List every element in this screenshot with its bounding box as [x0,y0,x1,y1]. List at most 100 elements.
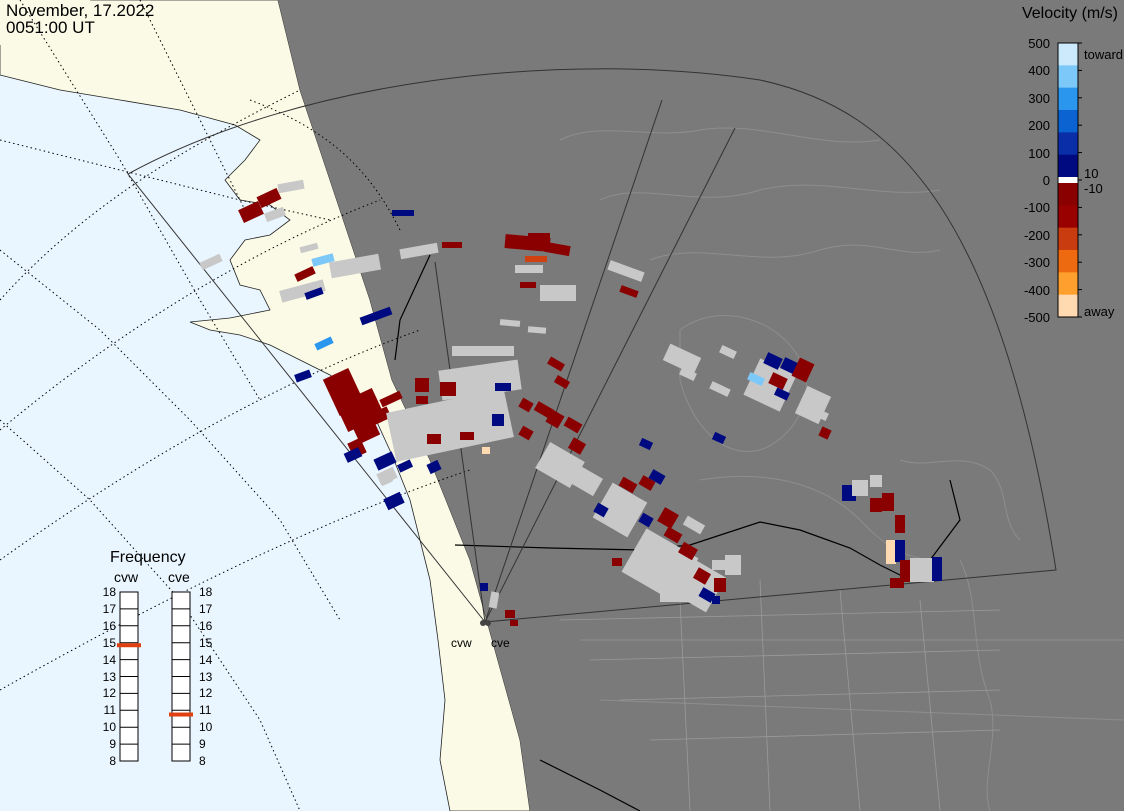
frequency-tick-right: 10 [199,720,213,735]
coastlines-night [559,127,1124,811]
echo-cell [895,515,905,533]
frequency-tick-left: 18 [102,585,116,599]
velocity-tick: 300 [1028,90,1050,106]
colorbar-segment [1058,154,1078,178]
echo-cell [335,387,385,433]
echo-cell [544,241,571,257]
echo-cell [768,372,788,390]
frequency-tick-left: 17 [102,601,116,616]
echo-cell [747,371,765,387]
velocity-tick: -300 [1023,255,1050,271]
echo-cell [679,366,697,382]
echo-cells [199,179,942,626]
date-label: November, 17.2022 [6,1,155,20]
colorbar-segment [1058,65,1078,89]
echo-cell [386,388,514,462]
graticule [0,0,471,811]
colorbar-zero-band [1058,177,1078,183]
echo-cell [279,279,326,303]
echo-cell [515,265,543,273]
frequency-tick-right: 14 [199,652,213,667]
frequency-tick-left: 8 [109,754,116,768]
echo-cell [712,560,728,570]
colorbar-segment [1058,183,1078,206]
echo-cell [518,397,534,413]
echo-cell [440,382,456,396]
echo-cell [488,591,500,609]
echo-cell [373,451,397,471]
echo-cell [452,346,514,356]
echo-cell [378,473,394,487]
site-marker-cve [485,620,491,626]
echo-cell [294,266,316,282]
frequency-tick-right: 12 [199,686,213,701]
echo-cell [545,409,565,429]
echo-cell [886,540,896,564]
frequency-tick-right: 9 [199,737,206,752]
echo-cell [304,287,324,300]
echo-cell [510,620,518,626]
echo-cell [900,560,910,582]
echo-cell [314,336,334,351]
frequency-tick-left: 14 [102,652,116,667]
echo-cell [499,319,521,327]
echo-cell [567,437,587,455]
velocity-tick: 400 [1028,63,1050,79]
colorbar-segment [1058,110,1078,133]
echo-cell [256,187,282,209]
away-label: away [1084,304,1115,319]
echo-cell [648,469,666,485]
echo-cell [711,431,727,445]
frequency-tick-right: 18 [199,585,213,599]
echo-cell [870,475,882,487]
land-sunlit-top [0,0,120,45]
echo-cell [492,414,504,426]
colorbar-segment [1058,132,1078,156]
echo-cell [657,507,679,529]
velocity-tick: -500 [1023,310,1050,325]
frequency-tick-right: 17 [199,601,213,616]
echo-cell [528,233,550,241]
velocity-title: Velocity (m/s) [1021,5,1118,22]
echo-cell [895,540,905,562]
echo-cell [698,587,716,603]
frequency-marker-cve [169,712,193,717]
boundaries [394,254,961,811]
echo-cell [662,343,702,375]
frequency-tick-right: 11 [199,703,212,718]
echo-cell [442,242,462,248]
echo-cell [612,558,622,566]
frequency-title: Frequency [110,549,186,566]
echo-cell [932,557,942,581]
echo-cell [663,526,683,544]
frequency-tick-right: 13 [199,669,213,684]
echo-cell [359,306,393,326]
echo-cell [533,401,555,419]
velocity-inner-pos-label: 10 [1084,166,1099,181]
echo-cell [882,493,894,511]
velocity-tick: -200 [1023,227,1050,243]
echo-cell [427,434,441,444]
echo-cell [264,206,286,223]
radar-name-cvw: cvw [114,569,139,585]
echo-cell [199,253,223,271]
echo-cell [638,512,654,528]
echo-cell [682,515,706,535]
echo-cell [480,583,488,591]
echo-cell [415,378,429,392]
echo-cell [791,357,815,383]
echo-cell [520,282,536,288]
echo-cell [328,253,382,279]
echo-cell [567,463,603,497]
velocity-tick: 100 [1028,145,1050,161]
velocity-tick: 500 [1028,36,1050,51]
echo-cell [525,256,547,262]
site-marker-cvw [480,620,486,626]
time-label: 0051:00 UT [6,18,95,37]
echo-cell [383,491,405,511]
echo-cell [910,558,934,582]
colorbar-segment [1058,87,1078,111]
echo-cell [368,406,392,426]
echo-cell [460,432,474,440]
